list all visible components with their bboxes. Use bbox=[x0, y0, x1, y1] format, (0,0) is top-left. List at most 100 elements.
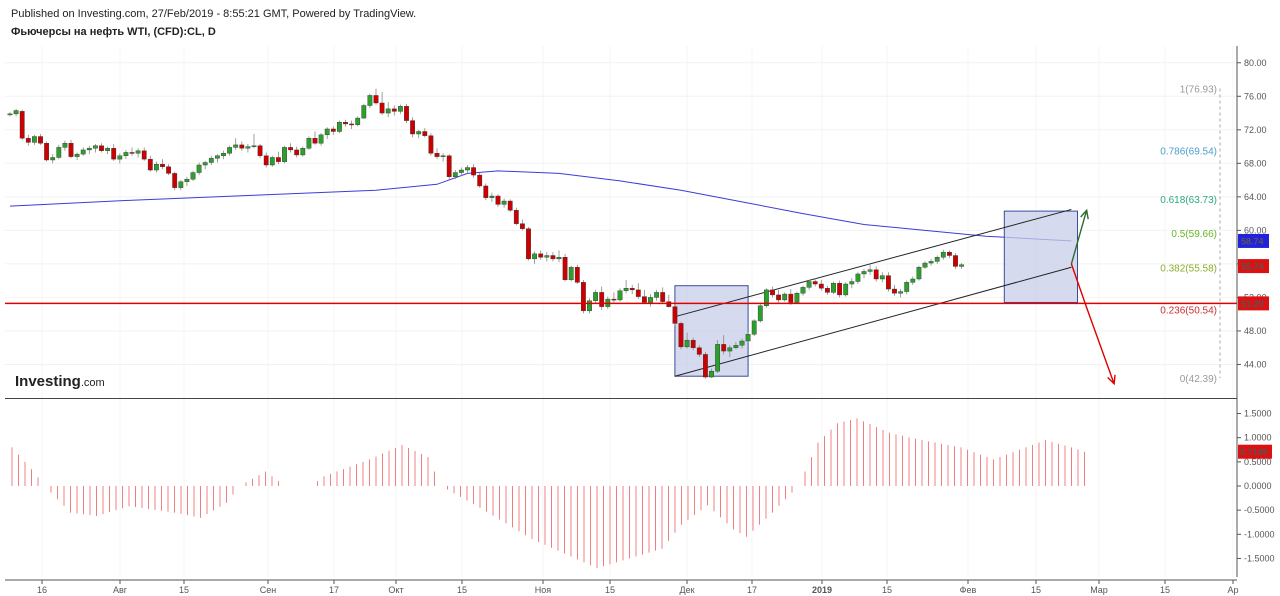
candle-body bbox=[367, 95, 373, 106]
candle-body bbox=[520, 223, 525, 229]
candle-body bbox=[837, 282, 843, 296]
candle-body bbox=[422, 131, 428, 136]
candle-body bbox=[172, 173, 178, 188]
fib-level-label: 0(42.39) bbox=[1180, 374, 1217, 385]
candle-body bbox=[879, 275, 885, 280]
candle-body bbox=[751, 320, 757, 335]
candle-body bbox=[904, 282, 910, 292]
price-tick-label: 80.00 bbox=[1244, 58, 1267, 68]
candle-body bbox=[324, 128, 330, 136]
price-tick-label: 72.00 bbox=[1244, 125, 1267, 135]
candle-body bbox=[849, 281, 855, 285]
candle-body bbox=[38, 136, 43, 144]
candle-body bbox=[294, 149, 300, 156]
candle-body bbox=[166, 166, 171, 174]
candle-body bbox=[306, 137, 312, 149]
candle-body bbox=[599, 292, 605, 307]
candle-body bbox=[678, 323, 684, 348]
candle-body bbox=[404, 106, 409, 121]
candle-body bbox=[257, 145, 263, 156]
candle-body bbox=[398, 106, 403, 112]
candle-body bbox=[129, 152, 135, 154]
fib-level-label: 0.5(59.66) bbox=[1171, 229, 1217, 240]
candle-body bbox=[831, 282, 836, 293]
candle-body bbox=[312, 137, 318, 144]
price-label-text: 55.74 bbox=[1241, 262, 1264, 272]
fib-level-label: 0.786(69.54) bbox=[1160, 146, 1217, 157]
price-label-text: 51.29 bbox=[1241, 299, 1264, 309]
candle-body bbox=[544, 255, 550, 258]
candle-body bbox=[68, 143, 74, 157]
highlight-box bbox=[674, 285, 749, 377]
candle-body bbox=[910, 278, 916, 283]
candle-body bbox=[782, 293, 788, 301]
price-label-bg bbox=[1238, 259, 1269, 274]
candle-body bbox=[92, 145, 98, 149]
candle-body bbox=[245, 146, 251, 149]
candle-body bbox=[276, 157, 281, 162]
highlight-boxes bbox=[674, 210, 1078, 377]
candle-body bbox=[221, 153, 226, 156]
candle-body bbox=[513, 210, 519, 224]
candle-body bbox=[50, 157, 56, 161]
candle-body bbox=[117, 155, 123, 160]
candle-body bbox=[916, 267, 922, 280]
candle-body bbox=[593, 292, 599, 301]
candle-body bbox=[330, 128, 336, 132]
candle-body bbox=[648, 297, 653, 303]
candle-body bbox=[526, 228, 531, 260]
candle-body bbox=[617, 290, 623, 301]
candle-body bbox=[465, 167, 470, 171]
price-labels: 58.74 55.74 51.29 0.7149 bbox=[1238, 233, 1272, 459]
time-tick-label: Сен bbox=[260, 585, 277, 595]
candle-body bbox=[818, 283, 824, 289]
candle-body bbox=[349, 123, 354, 126]
candle-body bbox=[709, 370, 714, 378]
candle-body bbox=[861, 271, 867, 275]
candle-body bbox=[947, 251, 952, 256]
candle-body bbox=[587, 300, 592, 312]
channel-lower-line bbox=[674, 266, 1072, 377]
candle-body bbox=[739, 340, 745, 346]
candle-body bbox=[776, 294, 782, 301]
price-label-text: 58.74 bbox=[1241, 236, 1264, 246]
time-tick-label: 15 bbox=[1031, 585, 1041, 595]
fib-level-label: 1(76.93) bbox=[1180, 84, 1217, 95]
candle-body bbox=[184, 179, 190, 182]
candle-body bbox=[642, 296, 647, 303]
candle-body bbox=[953, 255, 958, 267]
candle-body bbox=[269, 157, 275, 166]
candle-body bbox=[282, 147, 287, 162]
candle-body bbox=[373, 95, 379, 104]
candle-body bbox=[672, 306, 678, 324]
candle-body bbox=[434, 153, 440, 157]
fib-level-label: 0.382(55.58) bbox=[1160, 263, 1217, 274]
candle-body bbox=[568, 267, 574, 281]
fibonacci-levels: 1(76.93) 0.786(69.54) 0.618(63.73) 0.5(59.6… bbox=[1160, 84, 1221, 385]
candle-body bbox=[745, 334, 751, 342]
time-tick-label: Ap bbox=[1227, 585, 1238, 595]
candle-body bbox=[251, 145, 257, 147]
candle-body bbox=[160, 163, 165, 167]
candle-body bbox=[361, 105, 367, 119]
candle-body bbox=[696, 347, 702, 355]
price-tick-label: 68.00 bbox=[1244, 158, 1267, 168]
trend-channel bbox=[674, 208, 1072, 377]
candle-body bbox=[489, 195, 495, 198]
candle-body bbox=[764, 289, 769, 307]
candle-body bbox=[727, 347, 733, 352]
candle-body bbox=[684, 339, 690, 348]
candle-body bbox=[391, 108, 397, 112]
candle-body bbox=[940, 251, 946, 258]
time-tick-label: Авг bbox=[113, 585, 128, 595]
candle-body bbox=[660, 292, 666, 302]
highlight-box bbox=[1003, 210, 1078, 303]
candle-body bbox=[501, 200, 507, 205]
candle-body bbox=[385, 108, 391, 114]
candle-body bbox=[538, 253, 544, 258]
candle-body bbox=[74, 153, 80, 157]
osc-tick-label: 1.5000 bbox=[1244, 409, 1272, 419]
time-tick-label: Ноя bbox=[535, 585, 552, 595]
fib-level-label: 0.236(50.54) bbox=[1160, 306, 1217, 317]
